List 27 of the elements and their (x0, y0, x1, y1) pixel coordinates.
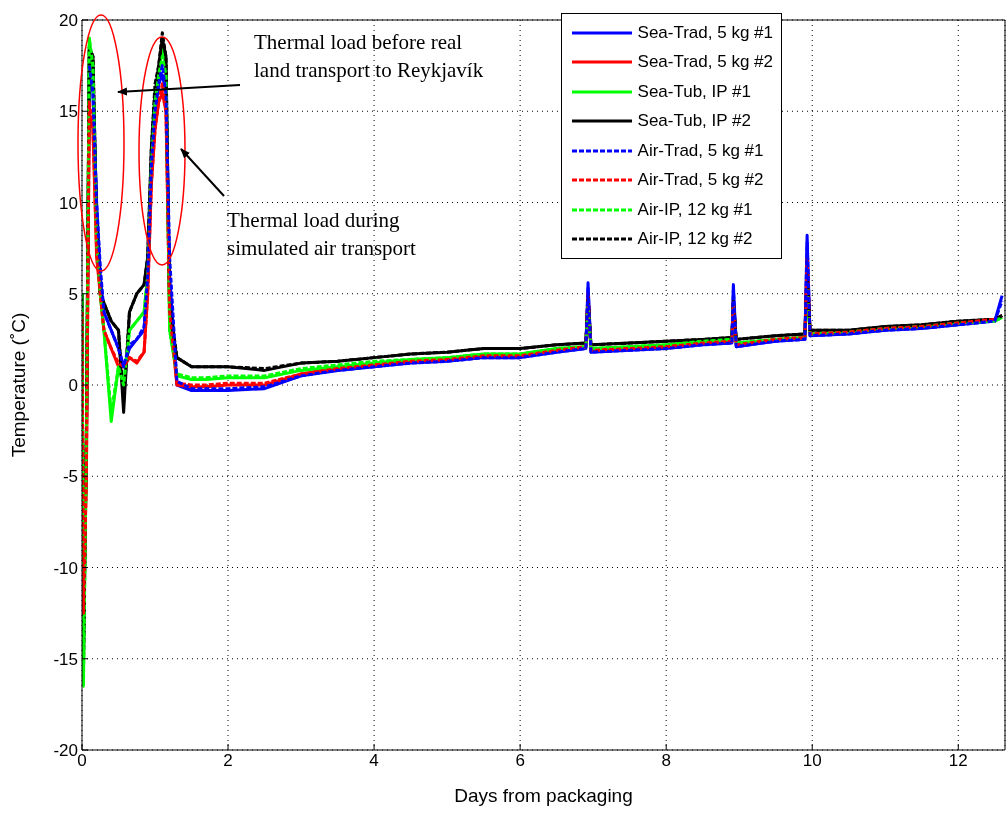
annotation: Thermal load during simulated air transport (227, 207, 417, 262)
legend-label: Air-Trad, 5 kg #2 (637, 170, 764, 191)
y-tick-label: -10 (53, 558, 78, 578)
legend-label: Sea-Tub, IP #1 (637, 81, 751, 102)
legend-label: Air-IP, 12 kg #1 (637, 199, 753, 220)
x-tick-label: 8 (661, 751, 671, 771)
y-tick-label: -20 (53, 741, 78, 761)
y-tick-label: -5 (62, 467, 78, 487)
y-tick-label: -15 (53, 649, 78, 669)
y-axis-title: Temperature (˚C) (7, 312, 29, 458)
x-tick-label: 10 (802, 751, 822, 771)
y-tick-label: 15 (59, 102, 78, 122)
legend-label: Sea-Trad, 5 kg #1 (637, 22, 773, 43)
x-tick-label: 6 (515, 751, 525, 771)
legend-label: Air-IP, 12 kg #2 (637, 229, 753, 250)
x-tick-label: 12 (948, 751, 968, 771)
y-tick-label: 0 (68, 376, 78, 396)
y-tick-label: 10 (59, 193, 78, 213)
y-tick-label: 20 (59, 11, 78, 31)
annotation: Thermal load before real land transport to Reykjavík (254, 29, 485, 84)
legend-label: Air-Trad, 5 kg #1 (637, 140, 764, 161)
x-tick-label: 2 (223, 751, 233, 771)
y-tick-label: 5 (68, 284, 78, 304)
x-tick-label: 4 (369, 751, 379, 771)
legend-label: Sea-Trad, 5 kg #2 (637, 52, 773, 73)
x-axis-title: Days from packaging (454, 785, 633, 806)
legend-label: Sea-Tub, IP #2 (637, 111, 751, 132)
